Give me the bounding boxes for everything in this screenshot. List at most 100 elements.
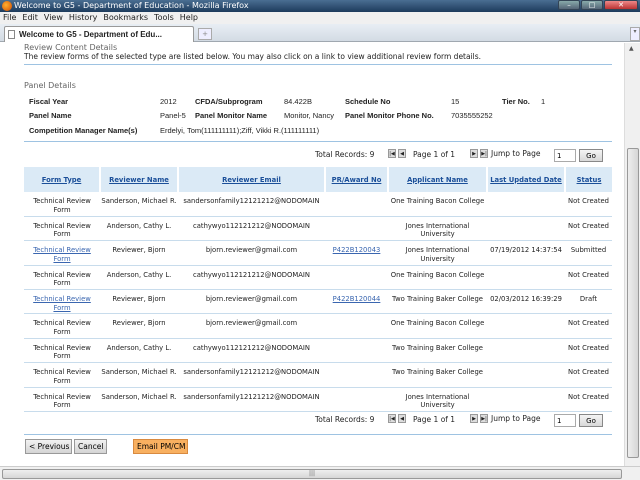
col-last-updated[interactable]: Last Updated Date: [487, 167, 566, 192]
table-row: Technical Review Form Sanderson, Michael …: [24, 387, 612, 413]
next-page-icon[interactable]: ▶: [470, 414, 478, 423]
vertical-scrollbar[interactable]: ▲: [624, 43, 640, 466]
reviewer-email-cell-text: bjorn.reviewer@gmail.com: [205, 246, 298, 255]
horizontal-scrollbar[interactable]: |||: [0, 466, 640, 480]
phone-value: 7035555252: [451, 111, 493, 120]
col-applicant-name[interactable]: Applicant Name: [388, 167, 488, 192]
scroll-up-icon[interactable]: ▲: [629, 45, 634, 52]
form-type-link[interactable]: Technical Review Form: [33, 246, 91, 263]
reviewer-name-cell-text: Anderson, Cathy L.: [106, 221, 172, 230]
last-updated-cell-text: 02/03/2012 16:39:29: [490, 295, 562, 304]
form-type-cell-text: Technical Review Form: [33, 197, 91, 214]
section-description: The review forms of the selected type ar…: [24, 52, 482, 61]
status-cell: Draft: [565, 289, 612, 315]
status-cell: Not Created: [565, 265, 612, 291]
prev-page-icon[interactable]: ◀: [398, 149, 406, 158]
pr-award-link[interactable]: P422B120044: [332, 295, 381, 304]
applicant-name-cell-text: One Training Bacon College: [390, 319, 485, 328]
new-tab-button[interactable]: +: [198, 28, 212, 40]
tab-bar: Welcome to G5 - Department of Edu... + ▾: [0, 24, 640, 42]
panel-name-value: Panel-5: [160, 111, 186, 120]
last-page-icon[interactable]: ▶|: [480, 414, 488, 423]
applicant-name-cell: Two Training Baker College: [388, 289, 487, 315]
reviewer-email-cell: cathywyo112121212@NODOMAIN: [178, 216, 325, 242]
first-page-icon[interactable]: |◀: [388, 414, 396, 423]
reviewer-email-cell: bjorn.reviewer@gmail.com: [178, 313, 325, 339]
previous-button[interactable]: < Previous: [25, 439, 72, 454]
panel-name-label: Panel Name: [29, 111, 72, 120]
table-row: Technical Review Form Sanderson, Michael …: [24, 192, 612, 217]
page-info: Page 1 of 1: [413, 415, 456, 424]
pr-award-cell: [325, 216, 388, 242]
pr-award-link[interactable]: P422B120043: [332, 246, 381, 255]
reviewer-name-cell: Anderson, Cathy L.: [100, 338, 178, 364]
applicant-name-cell: Two Training Baker College: [388, 338, 487, 364]
reviewer-name-cell: Sanderson, Michael R.: [100, 192, 178, 217]
form-type-link[interactable]: Technical Review Form: [33, 295, 91, 312]
col-reviewer-name[interactable]: Reviewer Name: [100, 167, 179, 192]
form-type-cell: Technical Review Form: [24, 192, 100, 217]
pr-award-cell: [325, 313, 388, 339]
menu-bookmarks[interactable]: Bookmarks: [103, 13, 149, 22]
scrollbar-thumb[interactable]: [627, 148, 639, 458]
jump-page-input[interactable]: [554, 414, 576, 427]
maximize-button[interactable]: □: [581, 0, 603, 10]
close-button[interactable]: ✕: [604, 0, 638, 10]
email-pm-cm-button[interactable]: Email PM/CM: [133, 439, 188, 454]
tab-list-button[interactable]: ▾: [630, 27, 640, 41]
jump-label: Jump to Page: [491, 149, 541, 158]
tier-value: 1: [541, 97, 546, 106]
reviewer-email-cell-text: cathywyo112121212@NODOMAIN: [193, 221, 310, 230]
status-cell-text: Not Created: [568, 368, 609, 377]
menu-edit[interactable]: Edit: [22, 13, 38, 22]
reviewer-email-cell-text: bjorn.reviewer@gmail.com: [205, 295, 298, 304]
status-cell-text: Submitted: [570, 246, 607, 255]
form-type-cell-text: Technical Review Form: [33, 368, 91, 385]
phone-label: Panel Monitor Phone No.: [345, 111, 434, 120]
menu-history[interactable]: History: [68, 13, 98, 22]
first-page-icon[interactable]: |◀: [388, 149, 396, 158]
reviewer-email-cell: cathywyo112121212@NODOMAIN: [178, 265, 325, 291]
menu-tools[interactable]: Tools: [154, 13, 174, 22]
reviewer-name-cell: Reviewer, Bjorn: [100, 313, 178, 339]
last-page-icon[interactable]: ▶|: [480, 149, 488, 158]
prev-page-icon[interactable]: ◀: [398, 414, 406, 423]
menu-view[interactable]: View: [43, 13, 63, 22]
pr-award-cell: [325, 362, 388, 388]
form-type-cell-text: Technical Review Form: [33, 221, 91, 239]
table-row: Technical Review Form Reviewer, Bjorn bjor…: [24, 313, 612, 339]
go-button[interactable]: Go: [579, 149, 603, 162]
status-cell-text: Not Created: [568, 270, 609, 279]
tab-label: Welcome to G5 - Department of Edu...: [19, 30, 162, 39]
status-cell: Not Created: [565, 362, 612, 388]
form-type-cell-text: Technical Review Form: [33, 392, 91, 410]
cfda-label: CFDA/Subprogram: [195, 97, 263, 106]
last-updated-cell: 02/03/2012 16:39:29: [487, 289, 565, 315]
go-button[interactable]: Go: [579, 414, 603, 427]
reviewer-name-cell-text: Reviewer, Bjorn: [112, 246, 166, 255]
menu-help[interactable]: Help: [179, 13, 199, 22]
menu-file[interactable]: File: [3, 13, 17, 22]
browser-tab[interactable]: Welcome to G5 - Department of Edu...: [4, 26, 194, 42]
form-type-cell: Technical Review Form: [24, 216, 100, 242]
minimize-button[interactable]: –: [558, 0, 580, 10]
jump-page-input[interactable]: [554, 149, 576, 162]
col-status[interactable]: Status: [565, 167, 612, 192]
reviewer-name-cell-text: Reviewer, Bjorn: [112, 295, 166, 304]
col-pr-award[interactable]: PR/Award No: [325, 167, 389, 192]
scrollbar-thumb[interactable]: |||: [2, 469, 622, 479]
col-reviewer-email[interactable]: Reviewer Email: [178, 167, 326, 192]
reviewer-email-cell: sandersonfamily12121212@NODOMAIN: [178, 387, 325, 413]
col-form-type[interactable]: Form Type: [24, 167, 101, 192]
status-cell: Not Created: [565, 338, 612, 364]
reviewer-name-cell: Reviewer, Bjorn: [100, 240, 178, 266]
next-page-icon[interactable]: ▶: [470, 149, 478, 158]
total-records: Total Records: 9: [315, 415, 375, 424]
form-type-cell: Technical Review Form: [24, 362, 100, 388]
form-type-cell-text: Technical Review Form: [33, 270, 91, 288]
form-type-cell-text: Technical Review Form: [33, 343, 91, 361]
reviewer-email-cell-text: sandersonfamily12121212@NODOMAIN: [183, 392, 320, 401]
cancel-button[interactable]: Cancel: [74, 439, 107, 454]
reviewer-name-cell-text: Anderson, Cathy L.: [106, 270, 172, 279]
reviewer-name-cell-text: Anderson, Cathy L.: [106, 343, 172, 352]
